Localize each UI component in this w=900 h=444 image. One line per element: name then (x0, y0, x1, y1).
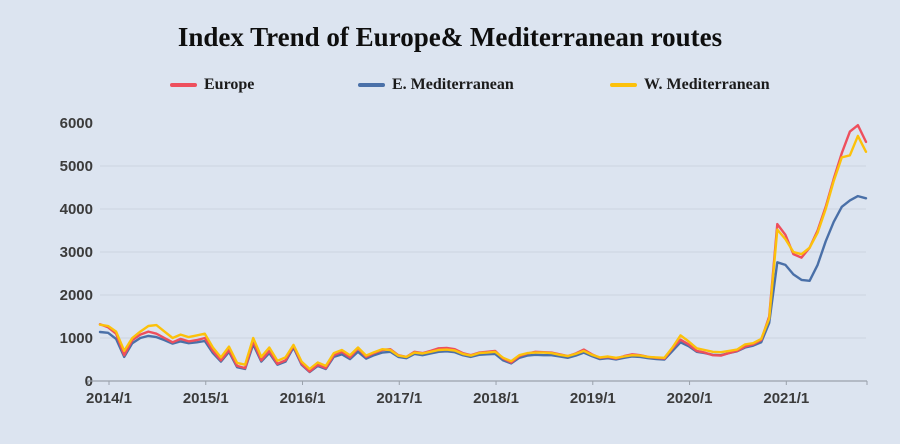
legend-label-e-mediterranean: E. Mediterranean (392, 76, 514, 93)
legend-line-swatch-europe (170, 83, 197, 87)
legend-line-swatch-e-mediterranean (358, 83, 385, 87)
legend-item-w-mediterranean: W. Mediterranean (610, 75, 770, 95)
x-axis-tick-label: 2017/1 (376, 390, 422, 407)
y-axis-tick-label: 5000 (60, 158, 93, 175)
y-axis-tick-label: 2000 (60, 287, 93, 304)
legend: Europe E. Mediterranean W. Mediterranean (0, 75, 900, 95)
legend-label-w-mediterranean: W. Mediterranean (644, 76, 770, 93)
x-axis-tick-label: 2014/1 (86, 390, 132, 407)
x-axis-tick-label: 2021/1 (763, 390, 809, 407)
x-axis-tick-label: 2016/1 (280, 390, 326, 407)
legend-label-europe: Europe (204, 76, 255, 93)
series-line-w-mediterranean (98, 134, 868, 371)
y-axis-tick-label: 1000 (60, 330, 93, 347)
y-axis-tick-label: 6000 (60, 115, 93, 132)
x-axis-tick-label: 2020/1 (667, 390, 713, 407)
legend-item-e-mediterranean: E. Mediterranean (358, 75, 514, 95)
x-axis-tick-label: 2019/1 (570, 390, 616, 407)
y-axis-tick-label: 4000 (60, 201, 93, 218)
series-line-europe (98, 123, 868, 373)
legend-item-europe: Europe (170, 75, 254, 95)
x-axis-tick-label: 2015/1 (183, 390, 229, 407)
y-axis-tick-label: 3000 (60, 244, 93, 261)
x-axis-tick-label: 2018/1 (473, 390, 519, 407)
chart-title: Index Trend of Europe& Mediterranean rou… (177, 22, 723, 52)
legend-line-swatch-w-mediterranean (610, 83, 637, 87)
